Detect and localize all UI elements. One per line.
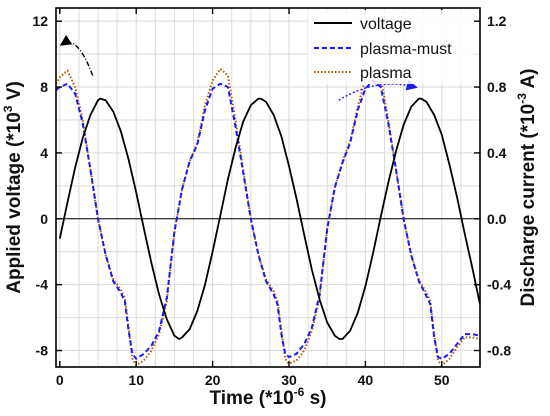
y-tick-label: 0	[40, 211, 48, 227]
y-tick-label: -4	[36, 277, 49, 293]
y2-axis-label-exponent: -3	[515, 93, 529, 104]
x-tick-label: 10	[128, 372, 144, 388]
y-axis-label: Applied voltage (*103 V)	[1, 81, 25, 294]
legend-item-plasma: plasma	[314, 65, 412, 82]
x-axis-label-unit: s)	[304, 388, 326, 409]
x-tick-label: 20	[205, 372, 221, 388]
grid	[56, 8, 481, 367]
y-tick-label: 8	[40, 79, 48, 95]
y2-tick-label: 0.4	[487, 145, 507, 161]
x-tick-label: 40	[358, 372, 374, 388]
y2-axis-label: Discharge current (*10-3 A)	[515, 68, 539, 306]
y2-tick-label: -0.4	[487, 277, 511, 293]
y-axis-label-exponent: 3	[1, 105, 15, 112]
x-axis-label-exponent: -6	[294, 385, 305, 399]
y-axis-label-text: Applied voltage (*10	[4, 112, 25, 294]
x-axis-label: Time (*10-6 s)	[210, 385, 327, 409]
y2-axis-label-text: Discharge current (*10	[518, 104, 539, 307]
legend-label-plasma-must: plasma-must	[360, 41, 452, 58]
x-axis-label-text: Time (*10	[210, 388, 294, 409]
y-tick-label: 12	[32, 13, 48, 29]
y-axis-label-unit: V)	[4, 81, 25, 105]
plot-frame	[55, 7, 481, 368]
legend: voltage plasma-must plasma	[308, 10, 474, 84]
legend-label-voltage: voltage	[360, 16, 412, 33]
x-tick-label: 50	[434, 372, 450, 388]
series-layer	[55, 67, 481, 367]
series-line-plasma-must	[55, 79, 481, 360]
legend-label-plasma: plasma	[360, 65, 412, 82]
x-tick-label: 30	[281, 372, 297, 388]
y2-tick-label: -0.8	[487, 343, 511, 359]
y2-axis-label-unit: A)	[518, 68, 539, 93]
y2-tick-label: 0.0	[487, 211, 507, 227]
x-tick-label: 0	[56, 372, 64, 388]
y2-tick-label: 0.8	[487, 79, 507, 95]
y-tick-label: 4	[40, 145, 48, 161]
annotation-left-axis-arrow	[59, 34, 94, 76]
ticks-layer: 0 10 20 30 40 50 -8 -4 0 4 8 12 -0.8 -0.4 0.0 0.4 0.8 1.2	[32, 8, 511, 388]
legend-item-voltage: voltage	[314, 16, 412, 33]
annotation-layer	[59, 34, 418, 101]
legend-item-plasma-must: plasma-must	[314, 41, 452, 58]
y2-tick-label: 1.2	[487, 13, 507, 29]
annotation-right-axis-arrow	[338, 79, 418, 101]
y-tick-label: -8	[36, 343, 49, 359]
series-line-voltage	[58, 97, 481, 340]
